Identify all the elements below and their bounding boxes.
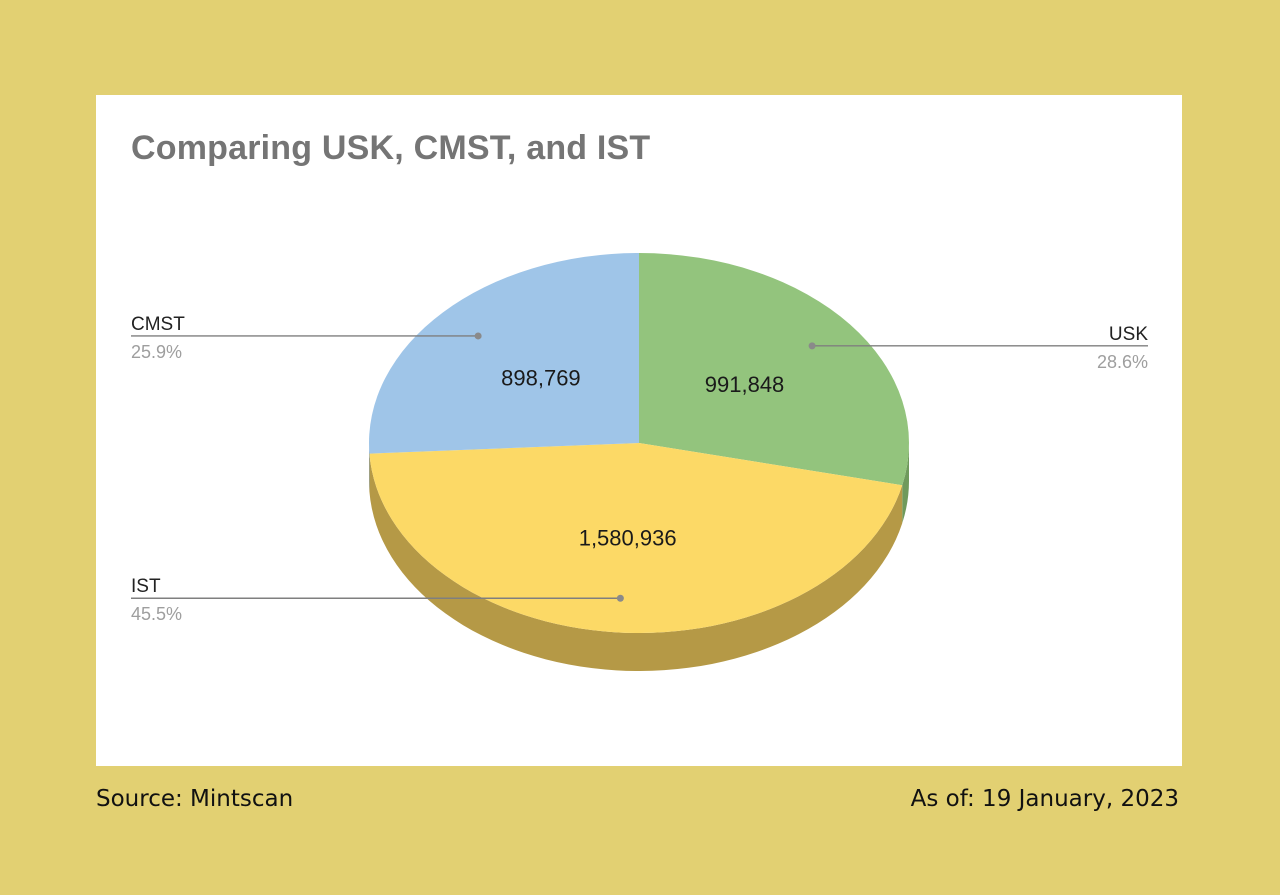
as-of-date: As of: 19 January, 2023 bbox=[910, 786, 1179, 812]
legend-name-ist: IST bbox=[131, 576, 161, 597]
legend-percent-cmst: 25.9% bbox=[131, 342, 182, 362]
pie-slice-cmst bbox=[369, 253, 639, 454]
pie-slice-ist bbox=[369, 443, 903, 633]
callout-dot-cmst bbox=[474, 332, 482, 340]
legend-percent-ist: 45.5% bbox=[131, 604, 182, 624]
legend-percent-usk: 28.6% bbox=[1097, 352, 1148, 372]
chart-title: Comparing USK, CMST, and IST bbox=[131, 129, 651, 167]
pie-slice-usk bbox=[639, 253, 909, 486]
callout-cmst: CMST 25.9% bbox=[131, 314, 482, 362]
legend-name-cmst: CMST bbox=[131, 314, 185, 335]
slice-value-label-usk: 991,848 bbox=[705, 372, 785, 397]
chart-card: Comparing USK, CMST, and IST 991,848 1,58… bbox=[96, 95, 1182, 766]
pie-top-layer bbox=[369, 253, 909, 633]
pie-side-ist bbox=[369, 453, 903, 671]
pie-label-layer: 991,848 1,580,936 898,769 USK 28.6% IST 45.5% C… bbox=[131, 314, 1148, 624]
pie-side-layer bbox=[369, 443, 910, 671]
callout-dot-ist bbox=[616, 594, 624, 602]
legend-name-usk: USK bbox=[1109, 324, 1148, 345]
callout-ist: IST 45.5% bbox=[131, 576, 624, 624]
callout-usk: USK 28.6% bbox=[808, 324, 1148, 372]
pie-chart: 991,848 1,580,936 898,769 USK 28.6% IST 45.5% C… bbox=[131, 253, 1148, 671]
source-note: Source: Mintscan bbox=[96, 786, 294, 812]
slice-value-label-ist: 1,580,936 bbox=[579, 526, 677, 551]
pie-side-usk bbox=[902, 443, 910, 524]
slice-value-label-cmst: 898,769 bbox=[501, 366, 581, 391]
callout-dot-usk bbox=[808, 342, 816, 350]
